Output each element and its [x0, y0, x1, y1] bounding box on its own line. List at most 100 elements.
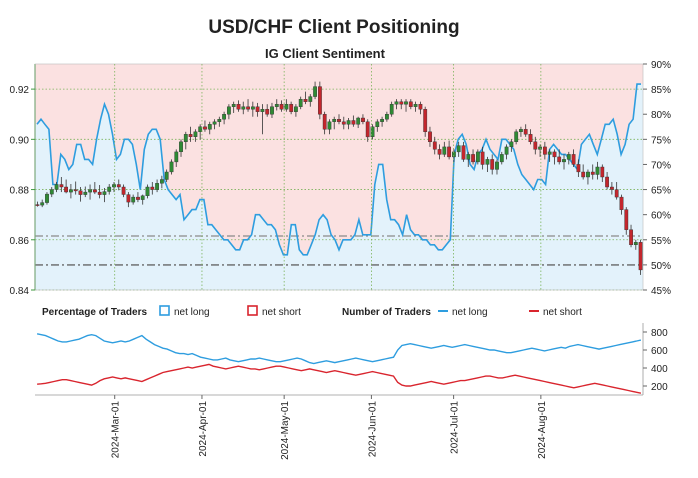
candle-body: [298, 98, 303, 107]
legend-pct-short-swatch: [247, 305, 258, 316]
time-tick-label: 2024-Aug-01: [537, 401, 548, 459]
time-tick-label: 2024-Jul-01: [450, 401, 461, 454]
main-panel: 0.84 0.86 0.88 0.90 0.92 45% 50% 55% 60% 65% 70% 75…: [10, 60, 672, 297]
price-tick-label: 0.88: [10, 186, 30, 197]
candle-body: [399, 101, 404, 105]
candle-body: [193, 131, 198, 138]
chart-title: USD/CHF Client Positioning: [208, 17, 459, 38]
candle-body: [126, 194, 131, 203]
traders-net-long-line: [36, 333, 642, 365]
candle-body: [543, 146, 547, 155]
candle-body: [222, 113, 226, 120]
candle-body: [418, 103, 423, 110]
candle-body: [629, 229, 634, 245]
candle-body: [375, 121, 380, 128]
traders-panel: 200 400 600 800: [35, 323, 668, 396]
candle-body: [571, 154, 576, 165]
legend-pct-short-label: net short: [262, 307, 301, 318]
candle-body: [566, 154, 571, 160]
candle-body: [279, 103, 284, 110]
candle-body: [294, 106, 298, 112]
candle-body: [590, 171, 595, 175]
candle-body: [428, 131, 432, 143]
candle-body: [265, 108, 270, 115]
pct-tick-label: 65%: [651, 186, 671, 197]
candle-body: [466, 154, 471, 160]
candle-body: [633, 242, 638, 246]
candle-body: [54, 184, 59, 190]
candle-body: [155, 183, 159, 190]
legend-pct-label: Percentage of Traders: [42, 307, 147, 318]
candle-body: [255, 106, 260, 112]
candle-body: [423, 108, 428, 132]
candle-body: [519, 129, 523, 133]
legend-row: Percentage of Traders net long net short…: [42, 305, 582, 318]
candle-body: [116, 184, 121, 188]
candle-body: [619, 196, 624, 210]
traders-tick-label: 400: [651, 364, 668, 375]
candle-body: [73, 189, 78, 192]
candle-body: [217, 118, 222, 122]
candle-body: [140, 195, 145, 200]
candle-body: [385, 113, 389, 120]
main-frame: [34, 63, 644, 291]
pct-tick-label: 55%: [651, 236, 671, 247]
candle-body: [614, 189, 619, 198]
candle-body: [308, 96, 313, 102]
pct-tick-label: 80%: [651, 110, 671, 121]
candle-body: [250, 106, 255, 110]
candle-body: [557, 156, 562, 163]
chart-subtitle: IG Client Sentiment: [265, 46, 386, 61]
candle-body: [97, 191, 102, 195]
traders-tick-label: 800: [651, 328, 668, 339]
candle-body: [595, 166, 600, 175]
pct-tick-label: 60%: [651, 211, 671, 222]
candle-body: [380, 118, 384, 122]
candle-body: [495, 161, 499, 170]
candle-body: [638, 242, 643, 271]
candle-body: [413, 103, 418, 107]
candle-body: [504, 146, 509, 155]
candle-body: [576, 164, 581, 173]
candle-body: [188, 134, 193, 138]
traders-tick-label: 600: [651, 346, 668, 357]
candle-body: [274, 103, 279, 107]
candle-body: [370, 126, 375, 138]
candle-body: [183, 134, 188, 143]
price-tick-label: 0.90: [10, 135, 30, 146]
candle-body: [600, 166, 605, 178]
candle-body: [102, 191, 107, 195]
candle-body: [533, 141, 538, 150]
candle-body: [40, 202, 45, 206]
candle-body: [514, 131, 519, 143]
traders-net-short-line: [37, 363, 642, 394]
time-tick-label: 2024-Apr-01: [198, 401, 209, 457]
candle-body: [212, 121, 217, 125]
pct-tick-label: 45%: [651, 286, 671, 297]
candle-body: [365, 121, 370, 138]
candle-body: [107, 186, 112, 192]
price-tick-label: 0.86: [10, 236, 30, 247]
candle-body: [490, 159, 495, 170]
candle-body: [605, 176, 610, 188]
candle-body: [83, 191, 88, 195]
candle-body: [437, 149, 442, 155]
candle-body: [226, 106, 231, 115]
candle-body: [456, 145, 461, 153]
pct-tick-label: 90%: [651, 60, 671, 71]
candle-body: [174, 151, 179, 163]
candle-body: [179, 141, 183, 153]
candle-body: [552, 151, 557, 158]
candle-body: [88, 189, 93, 193]
candle-body: [313, 86, 317, 97]
pct-tick-label: 70%: [651, 160, 671, 171]
candle-body: [322, 113, 327, 130]
candle-body: [207, 124, 212, 130]
candle-body: [150, 186, 155, 190]
candle-body: [547, 151, 552, 155]
candle-body: [231, 103, 236, 107]
candle-body: [121, 186, 126, 195]
candle-body: [198, 126, 203, 133]
candle-body: [610, 186, 614, 190]
